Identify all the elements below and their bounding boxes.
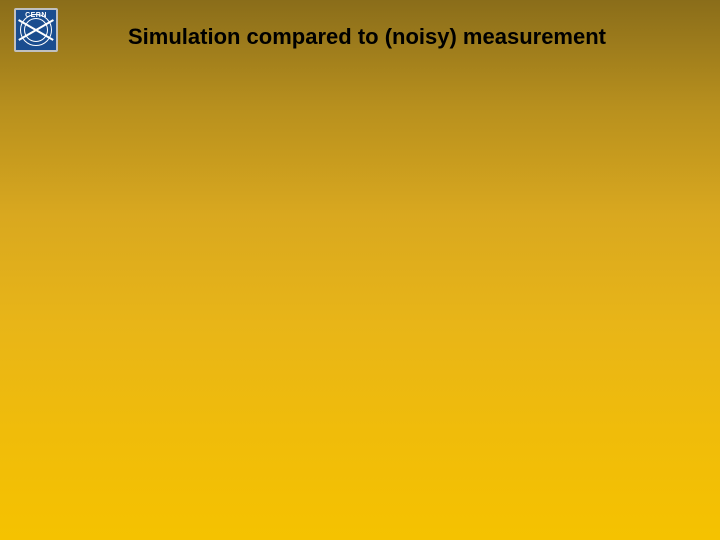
cern-logo-graphic: CERN [17, 11, 55, 49]
slide-title: Simulation compared to (noisy) measureme… [128, 24, 606, 50]
slide: CERN Simulation compared to (noisy) meas… [0, 0, 720, 540]
cern-logo: CERN [14, 8, 58, 52]
